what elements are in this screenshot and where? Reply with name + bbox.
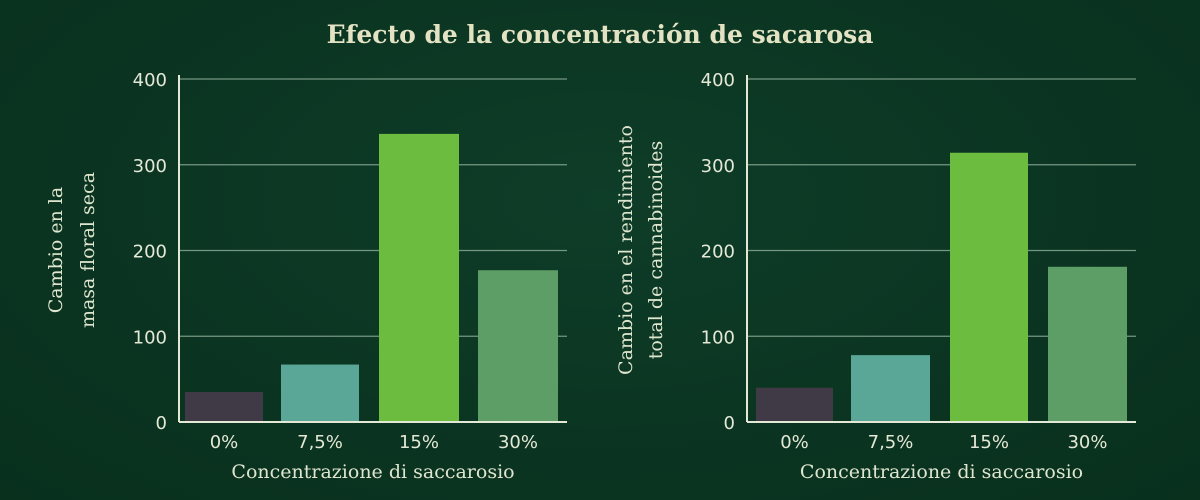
y-tick-label: 0 [156,413,167,434]
bar-30% [1048,266,1127,422]
y-tick-label: 100 [133,327,167,348]
y-tick-label: 0 [724,413,735,434]
y-tick-label: 200 [133,242,167,263]
x-tick-label: 15% [969,432,1009,453]
bar-0% [756,387,833,422]
bar-30% [478,270,558,422]
y-axis-label: Cambio en el rendimiento [615,125,637,375]
x-tick-label: 15% [399,432,439,453]
x-tick-label: 0% [210,432,239,453]
y-tick-label: 400 [133,70,167,91]
y-axis-label: total de cannabinoides [645,141,667,360]
bar-15% [950,152,1028,422]
x-tick-label: 7,5% [868,432,914,453]
y-tick-label: 200 [701,242,735,263]
x-axis-label: Concentrazione di saccarosio [800,461,1083,483]
bar-7,5% [281,364,359,422]
bar-0% [185,391,263,422]
chart-title: Efecto de la concentración de sacarosa [326,20,874,49]
x-axis-label: Concentrazione di saccarosio [231,461,514,483]
bar-7,5% [851,355,930,422]
y-tick-label: 300 [701,156,735,177]
x-tick-label: 30% [1067,432,1107,453]
x-tick-label: 0% [780,432,809,453]
y-tick-label: 100 [701,327,735,348]
x-tick-label: 7,5% [297,432,343,453]
bar-15% [379,133,459,422]
x-tick-label: 30% [498,432,538,453]
y-tick-label: 300 [133,156,167,177]
y-tick-label: 400 [701,70,735,91]
y-axis-label: masa floral seca [77,172,99,328]
y-axis-label: Cambio en la [45,187,67,314]
